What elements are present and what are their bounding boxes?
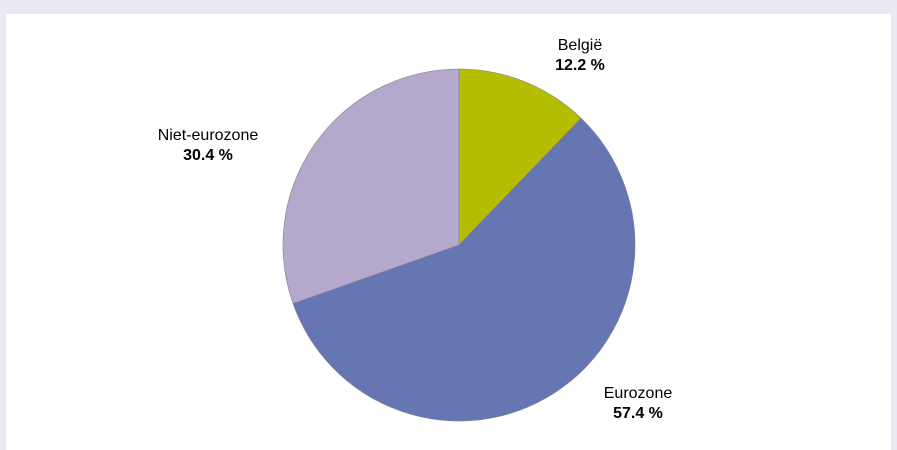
- slice-value-label: 57.4 %: [613, 405, 663, 422]
- slice-value-label: 30.4 %: [183, 147, 233, 164]
- slice-label: Niet-eurozone: [158, 127, 259, 144]
- slice-label: Eurozone: [604, 385, 673, 402]
- slice-label: België: [558, 37, 603, 54]
- pie-slice-eurozone: [292, 117, 636, 422]
- pie-slice-niet-eurozone: [282, 68, 460, 304]
- slice-value-label: 12.2 %: [555, 57, 605, 74]
- pie-slice-belgi-: [458, 68, 582, 246]
